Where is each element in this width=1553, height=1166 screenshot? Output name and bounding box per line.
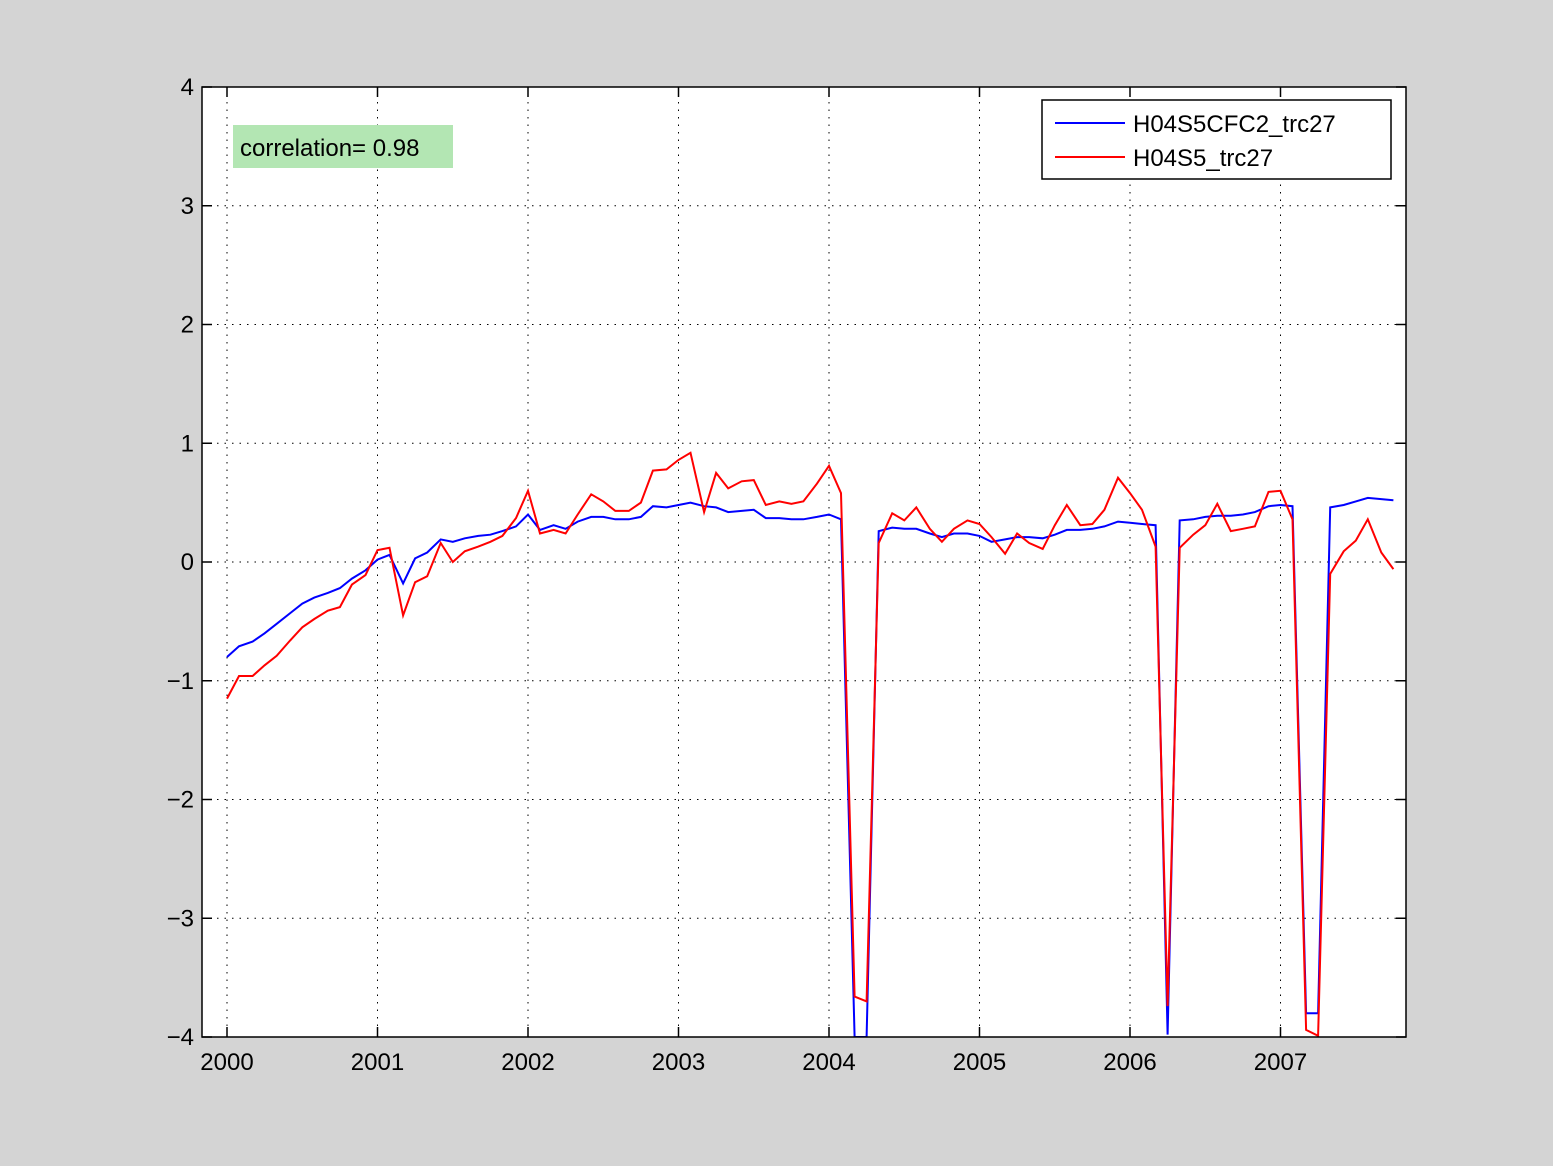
series-line-2 — [226, 451, 1395, 1037]
correlation-annotation: correlation= 0.98 — [233, 125, 453, 168]
axis-ticks — [202, 86, 1406, 1038]
y-tick-label: −3 — [167, 905, 194, 932]
y-tick-label: −1 — [167, 668, 194, 695]
x-tick-label: 2003 — [652, 1049, 705, 1076]
annotation-text: correlation= 0.98 — [240, 135, 419, 162]
plot-area — [202, 87, 1406, 1037]
y-tick-label: 1 — [181, 430, 194, 457]
series-lines — [226, 451, 1395, 1037]
legend-box — [1041, 99, 1392, 180]
series-layer — [226, 451, 1395, 1037]
legend-label-series-1: H04S5CFC2_trc27 — [1133, 111, 1336, 138]
x-tick-label: 2001 — [351, 1049, 404, 1076]
x-tick-label: 2005 — [953, 1049, 1006, 1076]
grid-lines — [202, 86, 1406, 1038]
y-tick-label: 0 — [181, 549, 194, 576]
y-tick-label: −4 — [167, 1024, 194, 1051]
annotation-background — [233, 125, 453, 168]
x-tick-label: 2002 — [501, 1049, 554, 1076]
axes-box — [201, 86, 1407, 1038]
y-tick-label: −2 — [167, 787, 194, 814]
x-tick-label: 2006 — [1103, 1049, 1156, 1076]
x-tick-label: 2000 — [200, 1049, 253, 1076]
x-tick-label: 2004 — [802, 1049, 855, 1076]
series-line-1 — [226, 496, 1394, 1037]
legend[interactable]: H04S5CFC2_trc27 H04S5_trc27 — [1041, 99, 1392, 180]
x-tick-label: 2007 — [1254, 1049, 1307, 1076]
y-tick-label: 3 — [181, 193, 194, 220]
tick-labels: 2000 2001 2002 2003 2004 2005 2006 2007 −4 −3 −2 −1… — [167, 74, 1308, 1076]
y-tick-label: 4 — [181, 74, 194, 101]
legend-label-series-2: H04S5_trc27 — [1133, 145, 1273, 172]
y-tick-label: 2 — [181, 312, 194, 339]
